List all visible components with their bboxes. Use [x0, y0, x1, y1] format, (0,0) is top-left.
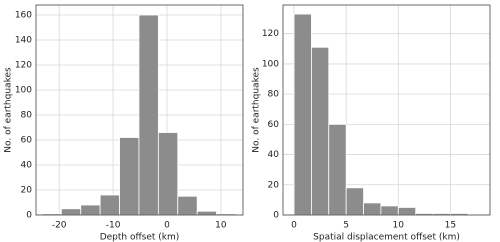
- bar: [60, 208, 82, 216]
- y-tick-label: 20: [268, 180, 280, 190]
- y-tick-label: 60: [21, 136, 33, 146]
- bar: [293, 13, 312, 216]
- y-tick-label: 80: [21, 111, 33, 121]
- x-axis-label: Depth offset (km): [100, 233, 180, 242]
- y-tick-label: 120: [15, 61, 32, 71]
- x-tick-label: 0: [291, 221, 297, 231]
- bar: [80, 204, 101, 216]
- bar: [345, 187, 364, 216]
- plot-frame: [282, 4, 491, 216]
- y-tick-label: 100: [15, 86, 32, 96]
- x-axis-label: Spatial displacement offset (km): [313, 233, 460, 242]
- y-tick-label: 20: [21, 186, 33, 196]
- y-axis-label: No. of earthquakes: [252, 67, 262, 153]
- bar: [99, 194, 120, 216]
- bar: [311, 46, 330, 216]
- bar: [363, 202, 382, 216]
- bar: [380, 205, 399, 216]
- bar: [157, 132, 179, 216]
- x-tick-label: -20: [52, 221, 67, 231]
- x-tick-label: 10: [393, 221, 405, 231]
- bar: [196, 210, 217, 216]
- y-tick-label: 80: [268, 90, 280, 100]
- x-tick-label: 10: [215, 221, 227, 231]
- bar: [397, 207, 417, 216]
- bar: [328, 123, 347, 216]
- bar: [177, 195, 198, 216]
- bar: [138, 14, 159, 216]
- y-tick-label: 40: [21, 161, 33, 171]
- x-tick-label: 15: [445, 221, 456, 231]
- y-tick-label: 120: [262, 29, 279, 39]
- y-tick-label: 0: [273, 211, 279, 221]
- y-tick-label: 160: [15, 11, 32, 21]
- x-tick-label: -10: [106, 221, 121, 231]
- x-tick-label: 0: [164, 221, 170, 231]
- y-tick-label: 0: [26, 211, 32, 221]
- y-tick-label: 60: [268, 120, 280, 130]
- y-tick-label: 140: [15, 36, 32, 46]
- plot-frame: [35, 4, 244, 216]
- y-tick-label: 100: [262, 59, 279, 69]
- y-tick-label: 40: [268, 150, 280, 160]
- bar: [119, 137, 140, 216]
- y-axis-label: No. of earthquakes: [4, 67, 14, 153]
- x-tick-label: 5: [343, 221, 349, 231]
